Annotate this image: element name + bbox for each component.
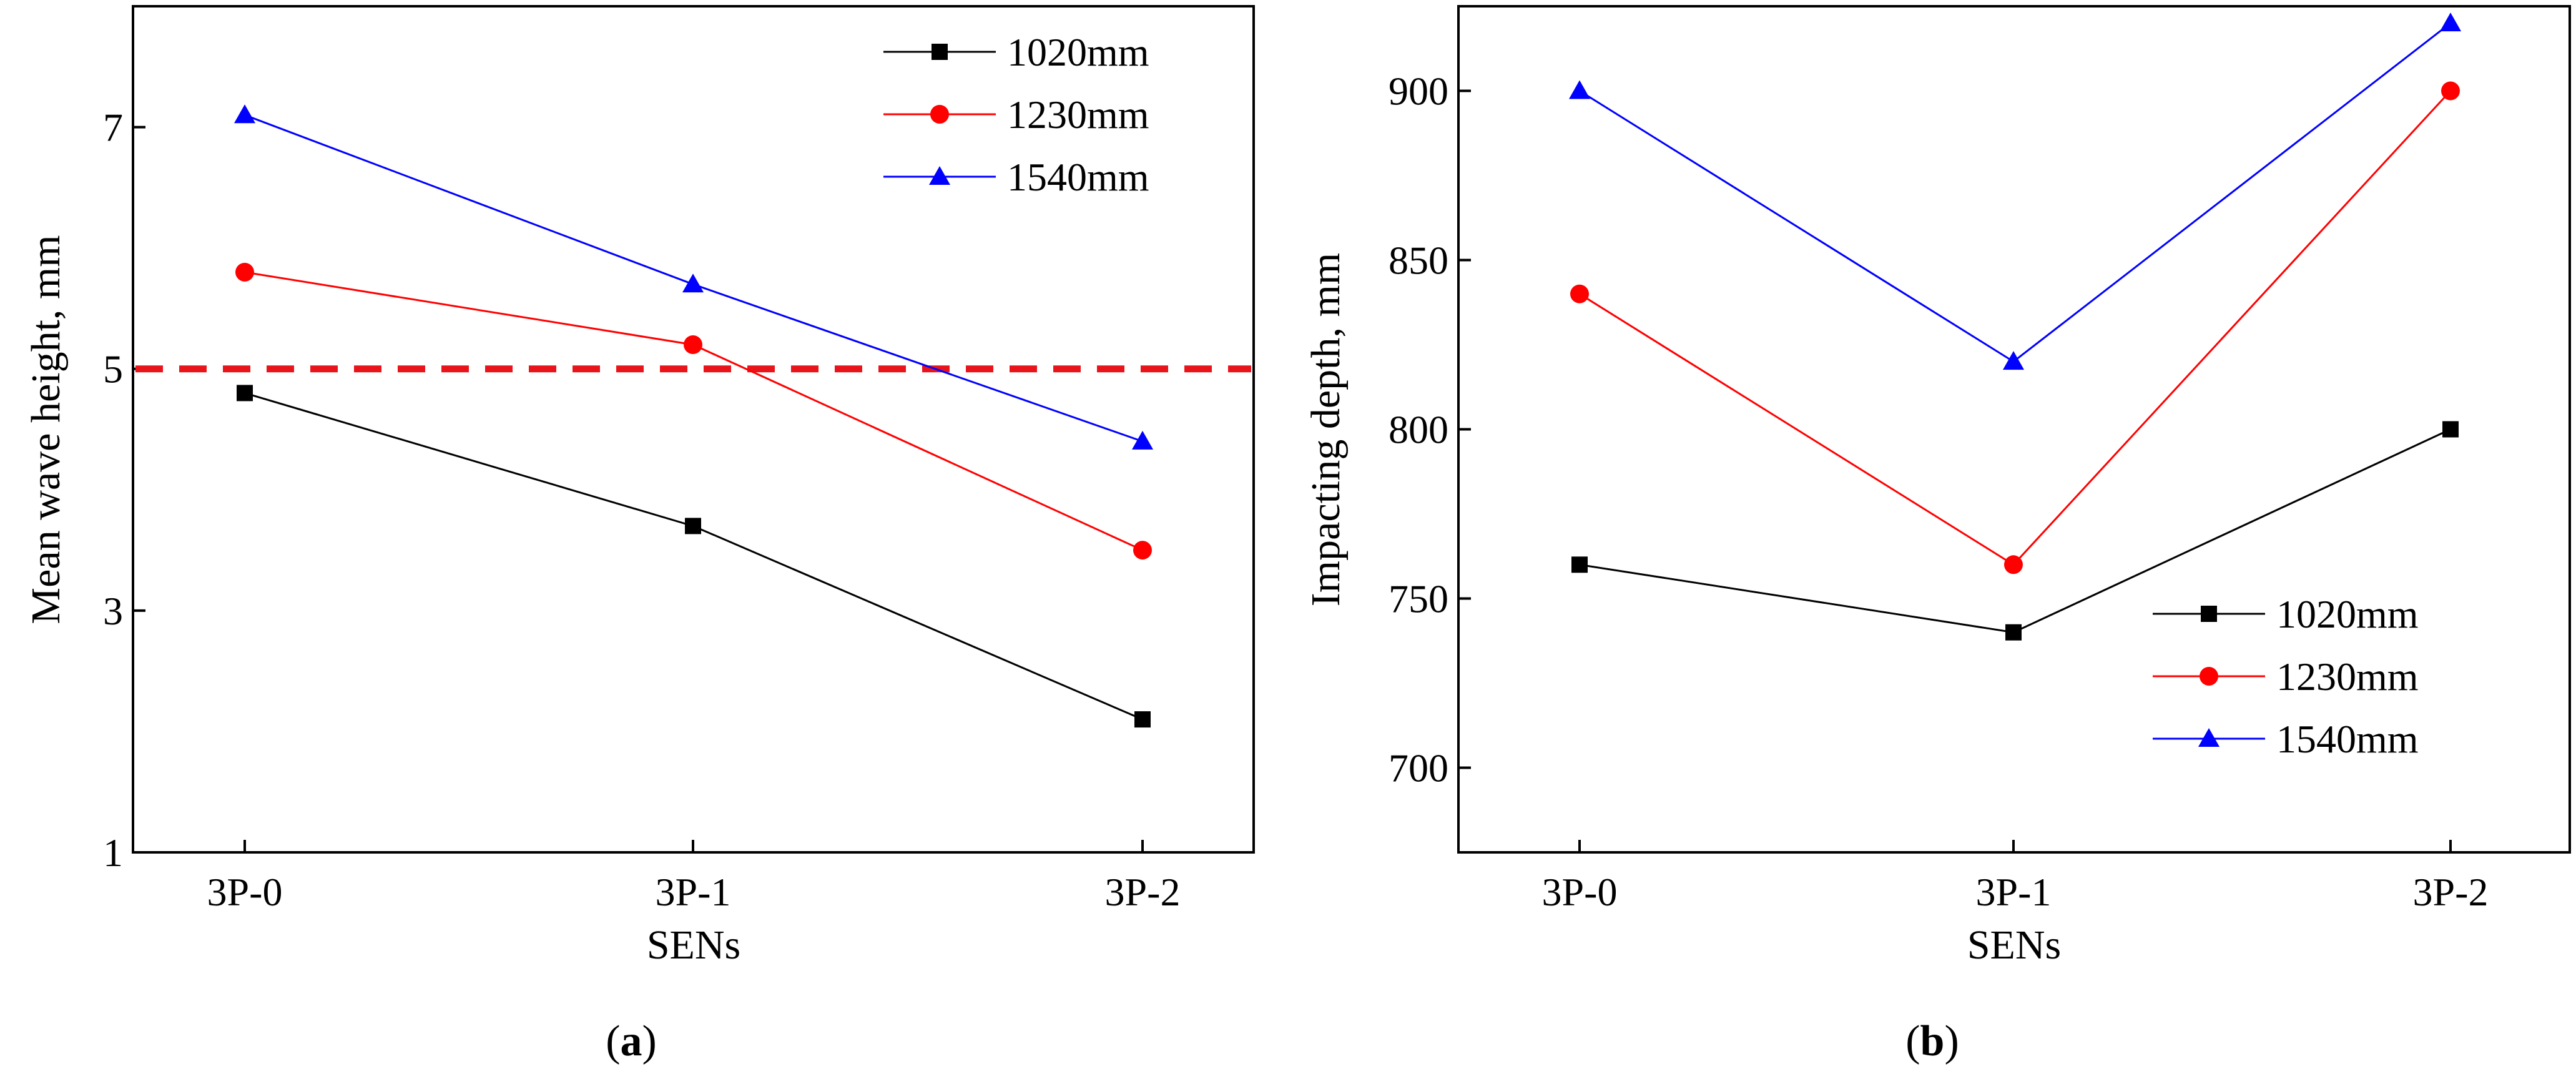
x-axis-title-b: SENs	[1967, 922, 2061, 968]
y-tick-label: 700	[1389, 746, 1448, 791]
legend-marker	[2201, 606, 2217, 622]
y-axis-title-a: Mean wave height, mm	[23, 235, 69, 624]
y-tick-label: 7	[103, 106, 123, 150]
series-line	[244, 392, 1143, 721]
x-tick-label: 3P-1	[1976, 870, 2052, 914]
series-1020mm	[237, 385, 1151, 728]
chart-panel-a: 1 3 5 7 3P-0 3P-1 3P-2 1020mm 1230mm 1540mm SENs…	[23, 5, 1255, 1065]
legend-label: 1540mm	[1007, 155, 1149, 199]
data-point	[1570, 284, 1589, 303]
data-point	[235, 262, 254, 282]
chart-panel-b: 700 750 800 850 900 3P-0 3P-1 3P-2 1020mm 1230mm…	[1303, 5, 2571, 1065]
data-point	[684, 335, 702, 354]
legend-marker	[2200, 667, 2218, 686]
series-1540mm	[234, 104, 1153, 450]
legend-a: 1020mm 1230mm 1540mm	[883, 30, 1149, 199]
y-tick-label: 1	[103, 830, 123, 875]
x-tick-label: 3P-1	[656, 870, 731, 914]
y-tick-label: 750	[1389, 577, 1448, 621]
legend-label: 1020mm	[1007, 30, 1149, 74]
data-point	[1132, 430, 1153, 450]
data-point	[2440, 12, 2461, 32]
series-line	[1579, 22, 2451, 363]
series-1230mm	[235, 262, 1152, 560]
series-layer-b	[1569, 12, 2461, 641]
y-axis-title-b: Impacting depth, mm	[1303, 253, 1349, 606]
panel-label-a: (a)	[606, 1017, 657, 1065]
legend-marker	[932, 44, 948, 60]
data-point	[1134, 711, 1151, 728]
data-point	[2441, 81, 2460, 101]
data-point	[1133, 541, 1152, 560]
y-axis-ticks-b: 700 750 800 850 900 3P-0 3P-1 3P-2	[1389, 69, 2488, 915]
legend-label: 1020mm	[2276, 592, 2419, 636]
data-point	[2003, 351, 2024, 370]
legend-label: 1230mm	[2276, 654, 2419, 699]
series-1230mm	[1570, 81, 2460, 574]
x-tick-label: 3P-0	[207, 870, 283, 914]
y-tick-label: 3	[103, 589, 123, 633]
panel-label-b: (b)	[1905, 1017, 1959, 1065]
y-axis-ticks-a: 1 3 5 7 3P-0 3P-1 3P-2	[103, 106, 1180, 914]
series-1540mm	[1569, 12, 2461, 370]
data-point	[682, 273, 704, 293]
legend-item: 1540mm	[2153, 717, 2419, 761]
legend-item: 1230mm	[2153, 654, 2419, 699]
series-1020mm	[1571, 421, 2459, 641]
data-point	[1569, 80, 1590, 99]
data-point	[2442, 421, 2459, 438]
legend-item: 1230mm	[883, 92, 1149, 137]
data-point	[2005, 624, 2022, 641]
series-layer-a	[234, 104, 1153, 728]
data-point	[237, 385, 253, 402]
data-point	[234, 104, 255, 124]
data-point	[1571, 556, 1588, 573]
legend-label: 1540mm	[2276, 717, 2419, 761]
x-tick-label: 3P-2	[2413, 870, 2489, 914]
legend-item: 1540mm	[883, 155, 1149, 199]
x-tick-label: 3P-2	[1105, 870, 1181, 914]
data-point	[2004, 555, 2023, 574]
legend-marker	[929, 166, 950, 185]
y-tick-label: 5	[103, 347, 123, 392]
legend-item: 1020mm	[883, 30, 1149, 74]
y-tick-label: 900	[1389, 69, 1448, 114]
data-point	[685, 518, 701, 535]
legend-label: 1230mm	[1007, 92, 1149, 137]
series-line	[1579, 90, 2452, 566]
legend-marker	[930, 105, 949, 124]
y-tick-label: 850	[1389, 239, 1448, 283]
legend-item: 1020mm	[2153, 592, 2419, 636]
series-line	[244, 271, 1143, 551]
x-tick-label: 3P-0	[1542, 870, 1618, 914]
legend-b: 1020mm 1230mm 1540mm	[2153, 592, 2419, 761]
legend-marker	[2198, 728, 2220, 747]
x-axis-title-a: SENs	[647, 922, 740, 968]
y-tick-label: 800	[1389, 408, 1448, 452]
